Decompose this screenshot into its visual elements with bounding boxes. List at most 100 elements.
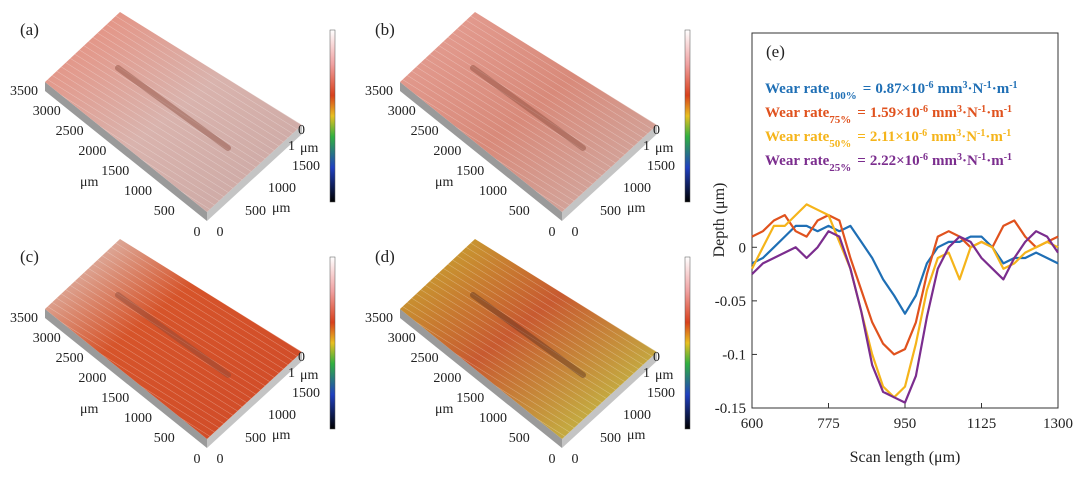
legend-text: -1 xyxy=(1004,104,1012,115)
slab-side xyxy=(400,309,562,448)
axis-tick-label: 3500 xyxy=(10,84,38,99)
axis-tick-label: 0 xyxy=(549,225,556,240)
axis-tick-label: 3000 xyxy=(33,104,61,119)
y-tick-label: 0 xyxy=(739,240,747,256)
axis-tick-label: 1500 xyxy=(456,164,484,179)
axis-unit: μm xyxy=(655,368,674,383)
axis-tick-label: 2000 xyxy=(78,144,106,159)
legend-text: -1 xyxy=(983,80,991,91)
axis-tick-label: 3000 xyxy=(388,104,416,119)
axis-tick-label: 500 xyxy=(600,431,621,446)
surface-panel: (a)3500300025002000150010005000μm0500100… xyxy=(10,12,336,240)
axis-tick-label: 1500 xyxy=(456,391,484,406)
legend-text: = xyxy=(857,105,866,121)
legend-text: ·N xyxy=(961,129,977,145)
axis-tick-label: 1000 xyxy=(623,181,651,196)
wear-track xyxy=(470,65,586,151)
axis-tick-label: 500 xyxy=(154,431,175,446)
surface-panel: (d)3500300025002000150010005000μm0500100… xyxy=(365,239,691,467)
axis-unit: μm xyxy=(300,368,319,383)
x-tick-label: 600 xyxy=(741,416,764,432)
axis-tick-label: 3000 xyxy=(33,331,61,346)
axis-tick-label: 500 xyxy=(245,204,266,219)
legend-text: -6 xyxy=(919,128,927,139)
y-axis-title: Depth (μm) xyxy=(711,183,728,258)
slab-side xyxy=(45,309,207,448)
surface-panel: (b)3500300025002000150010005000μm0500100… xyxy=(365,12,691,240)
color-bar xyxy=(329,256,336,430)
slab-side xyxy=(207,125,302,221)
axis-tick-label: 2500 xyxy=(411,351,439,366)
legend-text: mm xyxy=(932,105,957,121)
axis-tick-label: 1000 xyxy=(623,408,651,423)
axis-tick-label: 1 xyxy=(643,139,650,154)
slab-side xyxy=(562,352,657,448)
y-tick-label: -0.1 xyxy=(722,347,746,363)
legend-text: Wear rate xyxy=(765,153,830,169)
legend-text: 0.87 xyxy=(875,81,902,97)
axis-tick-label: 0 xyxy=(298,123,305,138)
axis-tick-label: 2000 xyxy=(433,144,461,159)
legend-entry: Wear rate100% = 0.87×10-6 mm3·N-1·m-1 xyxy=(765,80,1018,103)
legend-text: Wear rate xyxy=(765,129,830,145)
axis-tick-label: 500 xyxy=(245,431,266,446)
axis-tick-label: 3500 xyxy=(365,84,393,99)
legend-text: 100% xyxy=(829,90,857,102)
axis-tick-label: 3500 xyxy=(10,311,38,326)
legend-text: -1 xyxy=(978,104,986,115)
axis-tick-label: 0 xyxy=(572,452,579,467)
legend-text: ×10 xyxy=(895,129,919,145)
axis-tick-label: 1500 xyxy=(647,386,675,401)
legend-text: mm xyxy=(938,81,963,97)
surface-panel: (c)3500300025002000150010005000μm0500100… xyxy=(10,239,336,467)
legend-entry: Wear rate25% = 2.22×10-6 mm3·N-1·m-1 xyxy=(765,152,1012,175)
legend-text: 3 xyxy=(956,128,961,139)
wear-track xyxy=(470,292,586,378)
legend-text: 3 xyxy=(963,80,968,91)
axis-tick-label: 2500 xyxy=(56,351,84,366)
panel-label: (e) xyxy=(766,42,785,61)
legend-text: mm xyxy=(932,153,957,169)
line-chart: (e) Scan length (μm) Depth (μm) 600 775 95… xyxy=(711,32,1073,466)
legend-text: ·N xyxy=(962,105,978,121)
panel-label: (a) xyxy=(20,20,39,39)
axis-tick-label: 500 xyxy=(509,431,530,446)
axis-tick-label: 1000 xyxy=(479,411,507,426)
axis-tick-label: 500 xyxy=(509,204,530,219)
slab-side xyxy=(562,125,657,221)
legend-text: -1 xyxy=(1004,152,1012,163)
surface-texture xyxy=(45,12,302,212)
y-tick-label: -0.05 xyxy=(715,294,746,310)
axis-tick-label: 0 xyxy=(653,350,660,365)
axis-unit: μm xyxy=(627,201,646,216)
axis-unit: μm xyxy=(272,201,291,216)
axis-tick-label: 0 xyxy=(194,225,201,240)
legend-text: = xyxy=(857,153,866,169)
legend-text: Wear rate xyxy=(765,81,830,97)
legend-text: -6 xyxy=(925,80,933,91)
axis-tick-label: 0 xyxy=(217,452,224,467)
axis-tick-label: 2500 xyxy=(56,124,84,139)
wear-track xyxy=(115,65,231,151)
legend-text: ·m xyxy=(992,81,1010,97)
axis-tick-label: 1500 xyxy=(292,159,320,174)
legend-text: = xyxy=(857,129,866,145)
axis-tick-label: 0 xyxy=(653,123,660,138)
axis-tick-label: 1000 xyxy=(268,408,296,423)
legend-text: mm xyxy=(931,129,956,145)
surface-texture xyxy=(400,12,657,212)
axis-tick-label: 1 xyxy=(288,139,295,154)
legend-text: 3 xyxy=(957,104,962,115)
x-tick-label: 950 xyxy=(894,416,917,432)
axis-unit: μm xyxy=(300,141,319,156)
color-bar xyxy=(684,29,691,203)
axis-tick-label: 0 xyxy=(194,452,201,467)
color-bar xyxy=(329,29,336,203)
legend-text: ·m xyxy=(986,105,1004,121)
axis-unit: μm xyxy=(80,175,99,190)
y-tick-label: -0.15 xyxy=(715,401,746,417)
legend-text: 2.22 xyxy=(870,153,896,169)
axis-tick-label: 2000 xyxy=(433,371,461,386)
legend-text: ·m xyxy=(986,153,1004,169)
legend-text: 2.11 xyxy=(870,129,895,145)
